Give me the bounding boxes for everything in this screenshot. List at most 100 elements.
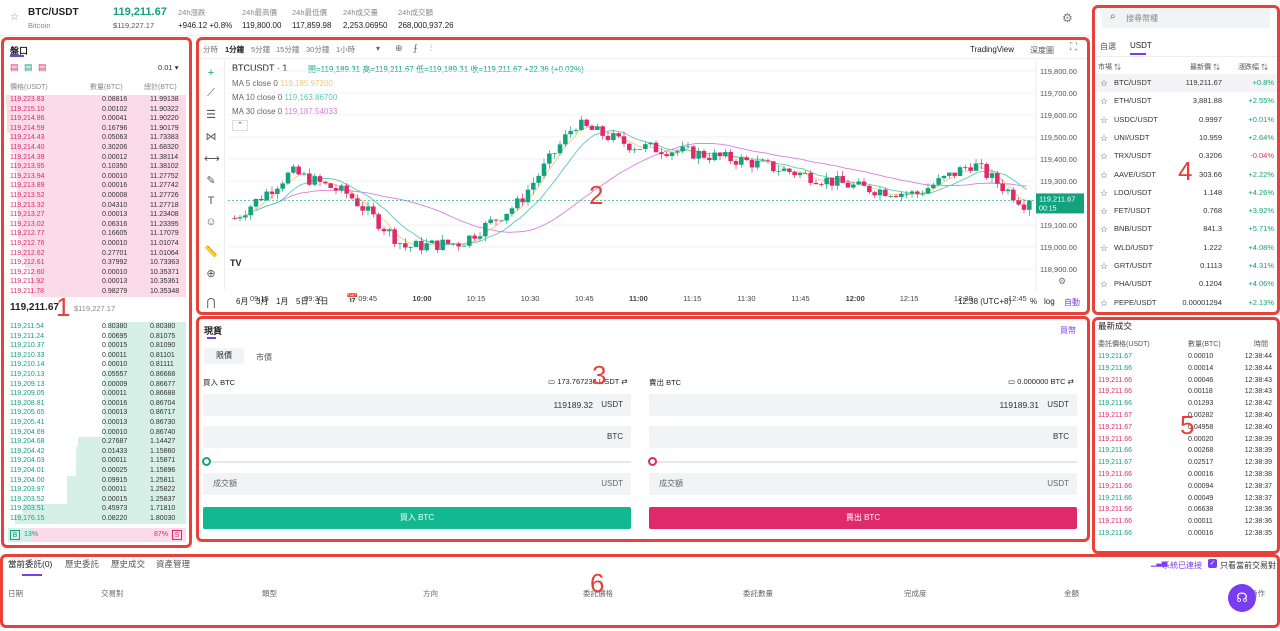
buy-button[interactable]: 買入 BTC bbox=[203, 507, 631, 529]
buy-slider[interactable] bbox=[202, 457, 631, 466]
sell-total-input[interactable]: 成交額 USDT bbox=[649, 473, 1077, 495]
spot-tab[interactable]: 現貨 bbox=[204, 326, 223, 336]
chart-type-icon[interactable]: ⊕ bbox=[395, 43, 403, 53]
market-order-tab[interactable]: 市價 bbox=[256, 353, 272, 362]
range-button[interactable]: 5日 bbox=[296, 297, 309, 306]
ask-row[interactable]: 119,212.61 0.37992 10.73363 bbox=[6, 258, 186, 268]
ask-row[interactable]: 119,211.92 0.00013 10.35361 bbox=[6, 277, 186, 287]
bid-row[interactable]: 119,205.65 0.00013 0.86717 bbox=[6, 408, 186, 418]
emoji-icon[interactable]: ☺ bbox=[205, 216, 217, 228]
bid-row[interactable]: 119,211.54 0.80380 0.80380 bbox=[6, 322, 186, 332]
market-row[interactable]: ☆ AAVE/USDT 303.66 +2.22% bbox=[1094, 166, 1278, 184]
only-current-label[interactable]: 只看當前交易對 bbox=[1220, 561, 1276, 570]
ask-row[interactable]: 119,214.43 0.05063 11.73383 bbox=[6, 133, 186, 143]
ask-row[interactable]: 119,223.83 0.08816 11.99138 bbox=[6, 95, 186, 105]
market-row[interactable]: ☆ TRX/USDT 0.3206 -0.04% bbox=[1094, 147, 1278, 165]
ask-row[interactable]: 119,213.95 0.10350 11.38102 bbox=[6, 162, 186, 172]
bid-row[interactable]: 119,204.00 0.09915 1.25811 bbox=[6, 475, 186, 486]
star-icon[interactable]: ☆ bbox=[1100, 96, 1109, 107]
favorites-tab[interactable]: 自選 bbox=[1100, 42, 1116, 51]
bid-row[interactable]: 119,204.68 0.27687 1.14427 bbox=[6, 437, 186, 447]
ask-row[interactable]: 119,213.52 0.00008 11.27726 bbox=[6, 191, 186, 201]
star-icon[interactable]: ☆ bbox=[1100, 187, 1109, 198]
star-icon[interactable]: ☆ bbox=[1100, 242, 1109, 253]
market-row[interactable]: ☆ PHA/USDT 0.1204 +4.06% bbox=[1094, 275, 1278, 293]
buy-slider-handle[interactable] bbox=[202, 457, 211, 466]
crosshair-icon[interactable]: + bbox=[207, 67, 215, 79]
orders-tab[interactable]: 歷史委託 bbox=[65, 559, 100, 569]
support-chat-icon[interactable]: ☊ bbox=[1228, 584, 1256, 612]
date-picker-icon[interactable]: 📅 bbox=[346, 294, 359, 305]
market-header-pair[interactable]: 市場 ⇅ bbox=[1098, 64, 1121, 71]
only-current-checkbox[interactable]: ✓ bbox=[1208, 559, 1217, 568]
bid-row[interactable]: 119,210.14 0.00010 0.81111 bbox=[6, 360, 186, 370]
log-toggle[interactable]: log bbox=[1044, 297, 1055, 306]
market-row[interactable]: ☆ FET/USDT 0.768 +3.92% bbox=[1094, 202, 1278, 220]
pattern-icon[interactable]: ⋈ bbox=[205, 131, 217, 143]
market-row[interactable]: ☆ ETH/USDT 3,881.88 +2.55% bbox=[1094, 92, 1278, 110]
market-row[interactable]: ☆ WLD/USDT 1.222 +4.08% bbox=[1094, 239, 1278, 257]
orders-tab[interactable]: 資產管理 bbox=[156, 559, 191, 569]
limit-order-tab[interactable]: 限價 bbox=[204, 348, 244, 364]
bid-row[interactable]: 119,203.52 0.00015 1.25837 bbox=[6, 494, 186, 505]
ask-row[interactable]: 119,214.86 0.00041 11.90220 bbox=[6, 114, 186, 124]
bid-row[interactable]: 119,204.01 0.00025 1.15896 bbox=[6, 466, 186, 476]
ask-row[interactable]: 119,214.40 0.30206 11.68320 bbox=[6, 143, 186, 153]
measure-icon[interactable]: ⟷ bbox=[204, 153, 220, 165]
range-button[interactable]: 6月 bbox=[236, 297, 249, 306]
bid-row[interactable]: 119,210.37 0.00015 0.81090 bbox=[6, 341, 186, 351]
brush-icon[interactable]: ✎ bbox=[206, 175, 216, 187]
market-row[interactable]: ☆ LDO/USDT 1.148 +4.26% bbox=[1094, 184, 1278, 202]
ask-row[interactable]: 119,213.89 0.00016 11.27742 bbox=[6, 181, 186, 191]
range-button[interactable]: 1月 bbox=[276, 297, 289, 306]
horizontal-lines-icon[interactable]: ☰ bbox=[206, 109, 216, 121]
indicators-icon[interactable]: ⨍ bbox=[413, 43, 418, 53]
zoom-in-icon[interactable]: ⊕ bbox=[206, 268, 216, 280]
market-header-price[interactable]: 最新價 ⇅ bbox=[1190, 64, 1220, 71]
sell-slider[interactable] bbox=[648, 457, 1077, 466]
interval-tab[interactable]: 15分鐘 bbox=[276, 45, 300, 54]
ask-row[interactable]: 119,213.02 0.06316 11.23395 bbox=[6, 219, 186, 230]
depth-tab[interactable]: 深度圖 bbox=[1030, 46, 1054, 55]
ask-row[interactable]: 119,212.77 0.16605 11.17079 bbox=[6, 229, 186, 239]
market-row[interactable]: ☆ USDC/USDT 0.9997 +0.01% bbox=[1094, 111, 1278, 129]
view-bids-icon[interactable]: ▤ bbox=[24, 62, 33, 72]
buy-amount-input[interactable]: BTC bbox=[203, 426, 631, 448]
interval-tab[interactable]: 5分鐘 bbox=[251, 45, 271, 54]
bid-row[interactable]: 119,203.97 0.00011 1.25822 bbox=[6, 485, 186, 495]
candlestick-chart[interactable]: 119,800.00 119,700.00 119,600.00 119,500.00… bbox=[226, 60, 1088, 310]
buy-coin-link[interactable]: 買幣 bbox=[1060, 326, 1076, 335]
interval-tab[interactable]: 分時 bbox=[203, 45, 218, 54]
star-icon[interactable]: ☆ bbox=[1100, 261, 1109, 271]
star-icon[interactable]: ☆ bbox=[1100, 224, 1109, 235]
bid-row[interactable]: 119,203.51 0.45973 1.71810 bbox=[6, 504, 186, 514]
ask-row[interactable]: 119,212.60 0.00010 10.35371 bbox=[6, 267, 186, 278]
trendline-icon[interactable]: ⟋ bbox=[207, 87, 215, 99]
ask-row[interactable]: 119,213.32 0.04310 11.27718 bbox=[6, 200, 186, 211]
buy-price-input[interactable]: 119189.32 USDT bbox=[203, 394, 631, 416]
ask-row[interactable]: 119,213.27 0.00013 11.23408 bbox=[6, 210, 186, 220]
fullscreen-icon[interactable]: ⛶ bbox=[1070, 42, 1077, 53]
market-search-input[interactable]: ⌕ 搜尋幣種 bbox=[1102, 8, 1270, 28]
collapse-legend-button[interactable]: ⌃ bbox=[232, 120, 248, 131]
text-tool-icon[interactable]: T bbox=[207, 195, 215, 207]
star-icon[interactable]: ☆ bbox=[1100, 206, 1109, 217]
usdt-tab[interactable]: USDT bbox=[1130, 41, 1152, 50]
ask-row[interactable]: 119,214.39 0.00012 11.38114 bbox=[6, 152, 186, 163]
market-header-change[interactable]: 漲跌幅 ⇅ bbox=[1238, 64, 1268, 71]
magnet-icon[interactable]: ⋂ bbox=[206, 297, 216, 309]
ask-row[interactable]: 119,212.76 0.00010 11.01074 bbox=[6, 239, 186, 249]
orders-tab[interactable]: 當前委託(0) bbox=[8, 559, 53, 569]
chart-style-icon[interactable]: ⫶ bbox=[430, 43, 433, 53]
bid-row[interactable]: 119,209.05 0.00011 0.86688 bbox=[6, 389, 186, 399]
sell-slider-handle[interactable] bbox=[648, 457, 657, 466]
ask-row[interactable]: 119,214.59 0.16796 11.90179 bbox=[6, 123, 186, 134]
star-icon[interactable]: ☆ bbox=[1100, 151, 1109, 162]
interval-tab[interactable]: 1小時 bbox=[336, 45, 356, 54]
bid-row[interactable]: 119,211.24 0.00695 0.81075 bbox=[6, 331, 186, 342]
tradingview-tab[interactable]: TradingView bbox=[970, 45, 1015, 54]
ask-row[interactable]: 119,215.10 0.00102 11.90322 bbox=[6, 104, 186, 115]
timezone-label[interactable]: 12:38 (UTC+8) bbox=[958, 297, 1012, 306]
view-asks-icon[interactable]: ▤ bbox=[38, 62, 47, 72]
star-icon[interactable]: ☆ bbox=[1100, 132, 1109, 143]
